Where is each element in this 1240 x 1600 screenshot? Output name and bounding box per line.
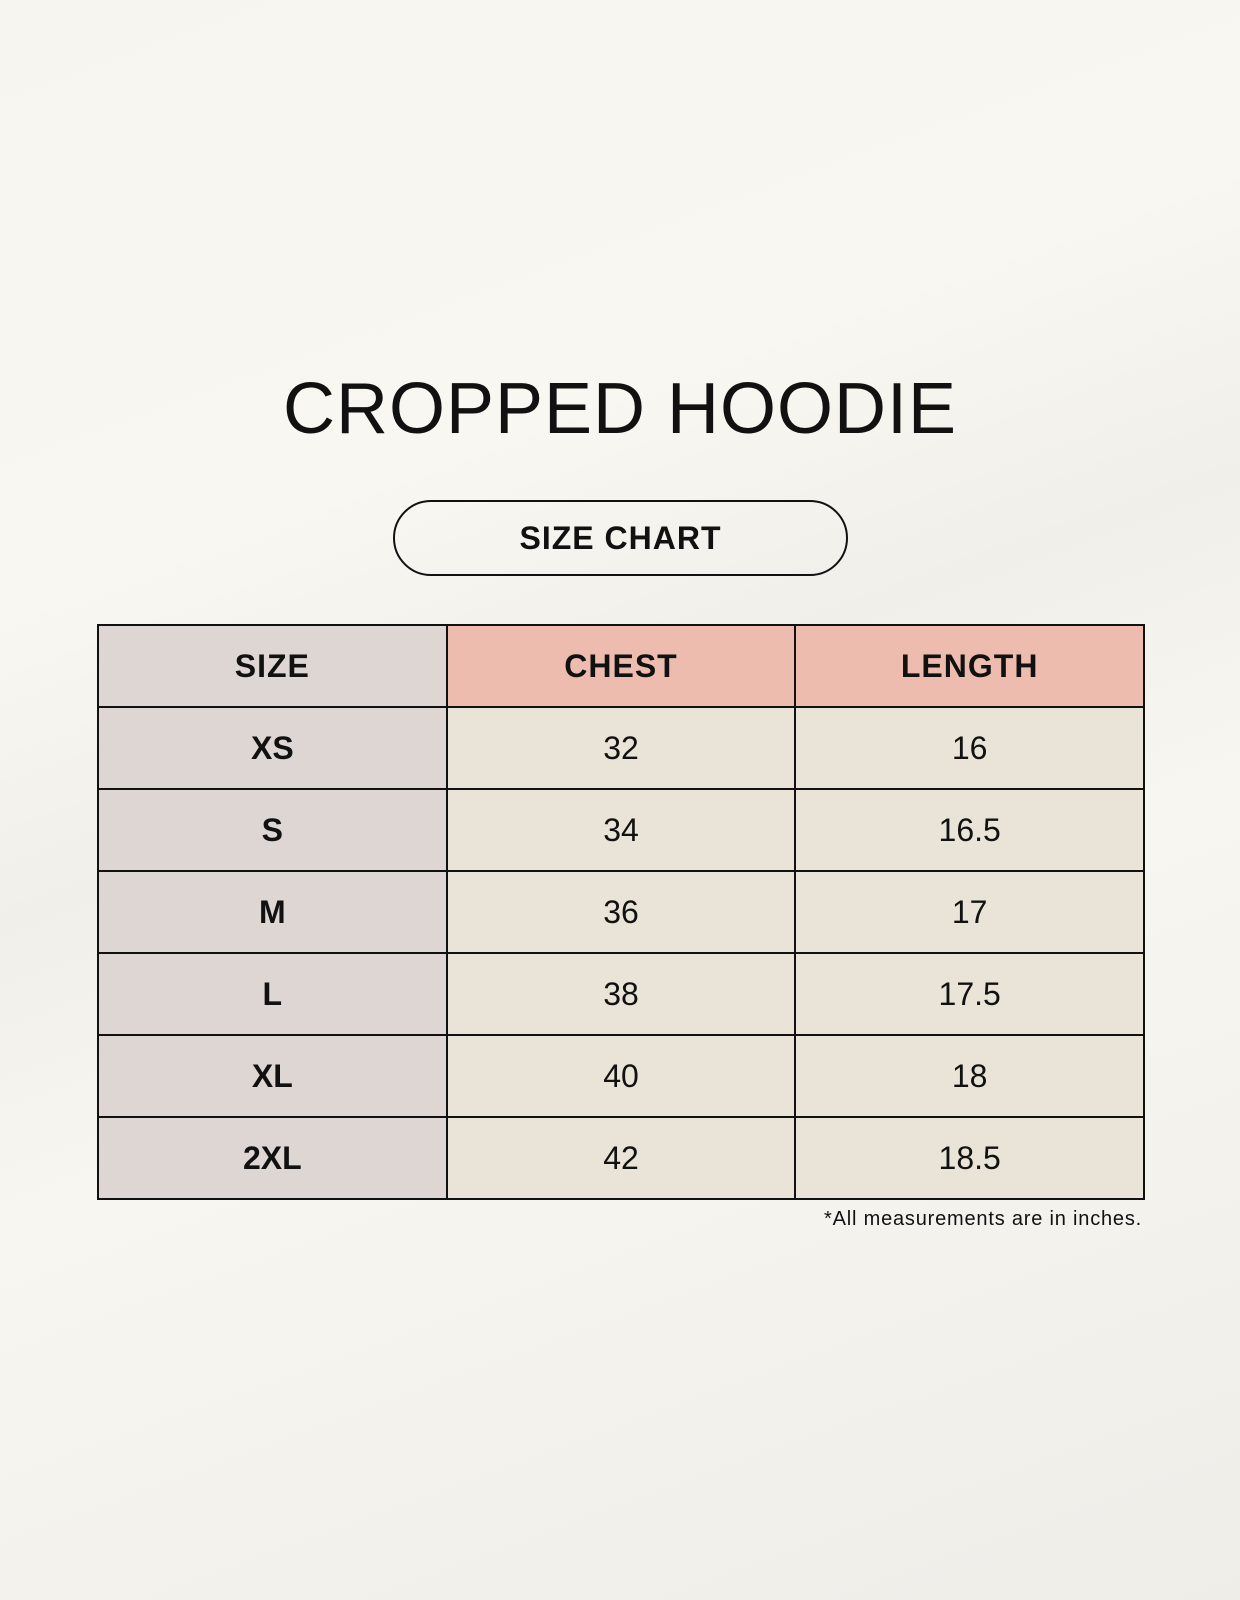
page-title: CROPPED HOODIE bbox=[282, 369, 958, 449]
footnote: *All measurements are in inches. bbox=[824, 1208, 1142, 1230]
cell-length: 18.5 bbox=[794, 1116, 1145, 1200]
cell-chest: 40 bbox=[445, 1034, 797, 1118]
cell-length: 18 bbox=[794, 1034, 1145, 1118]
cell-length: 16 bbox=[794, 706, 1145, 790]
header-length: LENGTH bbox=[794, 624, 1145, 708]
header-chest: CHEST bbox=[445, 624, 797, 708]
cell-chest: 42 bbox=[445, 1116, 797, 1200]
cell-size: XL bbox=[97, 1034, 448, 1118]
table-row: XL 40 18 bbox=[97, 1034, 1145, 1118]
header-size: SIZE bbox=[97, 624, 448, 708]
cell-chest: 36 bbox=[445, 870, 797, 954]
size-chart-label: SIZE CHART bbox=[393, 500, 848, 576]
cell-length: 17 bbox=[794, 870, 1145, 954]
cell-size: M bbox=[97, 870, 448, 954]
cell-chest: 38 bbox=[445, 952, 797, 1036]
table-row: 2XL 42 18.5 bbox=[97, 1116, 1145, 1200]
size-table: SIZE CHEST LENGTH XS 32 16 S 34 16.5 M 36 17 L 38 1… bbox=[97, 624, 1145, 1200]
table-row: M 36 17 bbox=[97, 870, 1145, 954]
cell-chest: 34 bbox=[445, 788, 797, 872]
cell-size: L bbox=[97, 952, 448, 1036]
cell-size: XS bbox=[97, 706, 448, 790]
cell-length: 17.5 bbox=[794, 952, 1145, 1036]
table-row: XS 32 16 bbox=[97, 706, 1145, 790]
table-row: S 34 16.5 bbox=[97, 788, 1145, 872]
table-header-row: SIZE CHEST LENGTH bbox=[97, 624, 1145, 708]
cell-chest: 32 bbox=[445, 706, 797, 790]
cell-length: 16.5 bbox=[794, 788, 1145, 872]
cell-size: S bbox=[97, 788, 448, 872]
cell-size: 2XL bbox=[97, 1116, 448, 1200]
table-row: L 38 17.5 bbox=[97, 952, 1145, 1036]
